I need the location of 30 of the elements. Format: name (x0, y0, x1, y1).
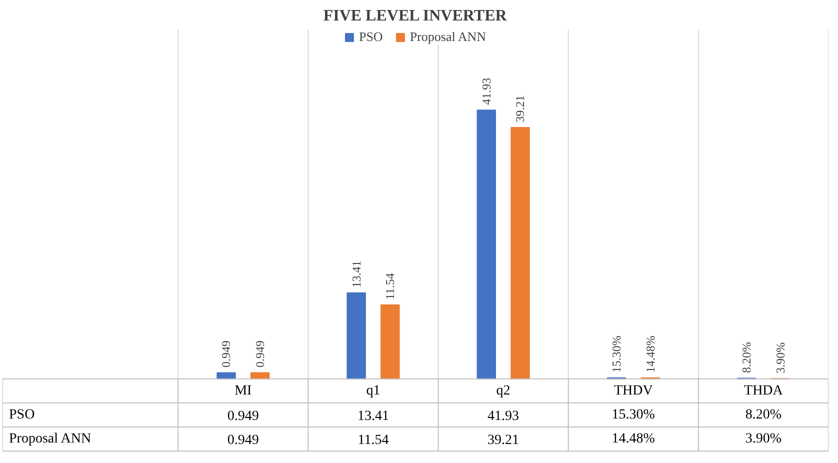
text: 14.48% (643, 336, 658, 373)
data-label: 11.54 (358, 433, 389, 448)
text: 11.54 (383, 273, 398, 300)
x-tick-label: THDA (744, 383, 784, 398)
text: Proposal ANN (9, 432, 92, 447)
data-label: 39.21 (488, 433, 520, 448)
data-label: 0.949 (227, 433, 259, 448)
data-label: 8.20% (745, 407, 782, 422)
chart-title: FIVE LEVEL INVERTER (323, 8, 508, 24)
data-label: 3.90% (745, 432, 782, 447)
text: 13.41 (349, 260, 364, 288)
text: 3.90% (773, 342, 788, 374)
x-tick-label: THDV (614, 383, 653, 398)
text: 0.949 (219, 340, 234, 368)
x-tick-label: q1 (366, 383, 380, 398)
data-label: 41.93 (488, 408, 520, 424)
data-label: 0.949 (227, 408, 259, 424)
text: 8.20% (740, 342, 754, 374)
text: 39.21 (513, 95, 528, 122)
data-label: 14.48% (612, 432, 656, 447)
x-tick-label: MI (234, 383, 252, 398)
x-tick-label: q2 (496, 383, 510, 398)
legend-label: Proposal ANN (410, 29, 486, 45)
legend-label: PSO (358, 29, 383, 45)
data-label: 15.30% (612, 407, 656, 422)
text: 15.30% (609, 336, 624, 373)
text: PSO (9, 407, 35, 422)
text: 41.93 (479, 78, 494, 105)
data-label: 13.41 (357, 408, 389, 424)
text: 0.949 (253, 340, 268, 368)
